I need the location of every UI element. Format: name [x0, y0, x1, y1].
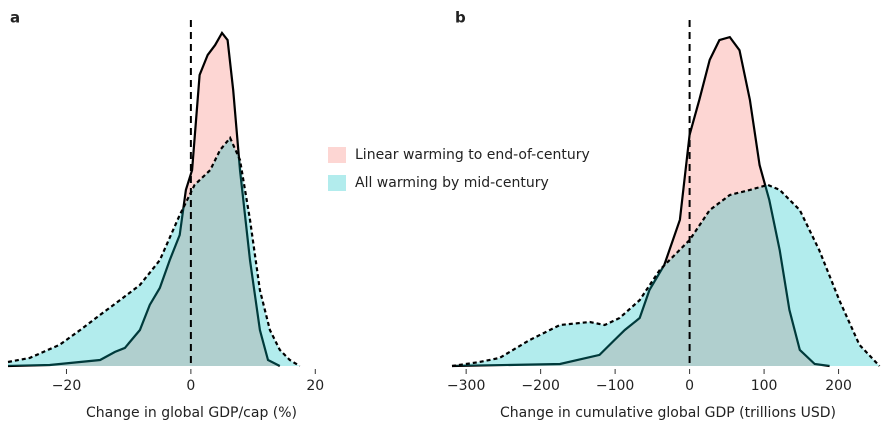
- panel-label: b: [455, 9, 466, 27]
- density-area: [8, 33, 280, 366]
- x-tick-label: 20: [306, 378, 324, 394]
- legend-swatch: [328, 175, 346, 191]
- x-tick-label: 0: [186, 378, 195, 394]
- density-line: [451, 183, 881, 368]
- density-area: [452, 37, 830, 366]
- density-area: [8, 137, 300, 366]
- x-axis-title: Change in cumulative global GDP (trillio…: [500, 405, 836, 421]
- x-tick-label: 100: [751, 378, 778, 394]
- x-tick-label: −200: [521, 378, 559, 394]
- x-axis-title: Change in global GDP/cap (%): [86, 405, 297, 421]
- x-tick-label: 200: [825, 378, 852, 394]
- density-area: [452, 184, 880, 366]
- x-tick-label: 0: [685, 378, 694, 394]
- density-line: [7, 135, 301, 367]
- x-tick-label: −100: [596, 378, 634, 394]
- legend-label: Linear warming to end-of-century: [355, 147, 590, 163]
- x-tick-label: −20: [52, 378, 82, 394]
- density-line: [7, 31, 281, 368]
- x-tick-label: −300: [447, 378, 485, 394]
- legend-label: All warming by mid-century: [355, 175, 549, 191]
- panel-label: a: [10, 9, 20, 27]
- legend-swatch: [328, 147, 346, 163]
- density-line: [451, 35, 830, 368]
